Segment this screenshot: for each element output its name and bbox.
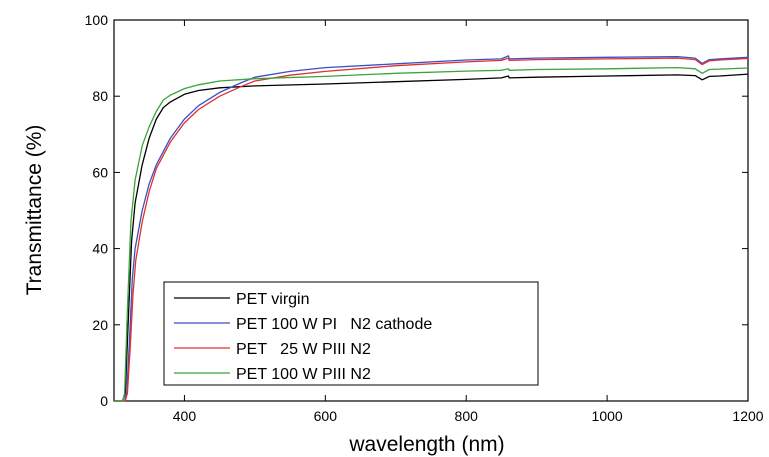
series-group [114,55,749,402]
legend-label-2: PET 100 W PI N2 cathode [236,316,432,333]
legend-box [163,281,539,386]
legend-label-4: PET 100 W PIII N2 [236,366,371,383]
legend-label-1: PET virgin [236,291,310,308]
legend-label-3: PET 25 W PIII N2 [236,341,371,358]
x-tick-label: 1000 [592,408,623,424]
y-axis-ticks: 0 20 40 60 80 100 [85,12,748,409]
y-tick-label: 0 [100,393,108,409]
y-axis-title: Transmittance (%) [23,125,46,296]
series-line-2 [114,55,749,402]
x-axis-ticks: 400 600 800 1000 1200 [173,20,764,424]
series-line-4 [114,66,749,402]
x-tick-label: 1200 [732,408,763,424]
x-axis-title: wavelength (nm) [348,433,504,456]
y-tick-label: 60 [92,164,108,180]
legend: PET virgin PET 100 W PI N2 cathode PET 25 … [163,281,539,386]
y-tick-label: 100 [85,12,109,28]
y-tick-label: 20 [92,317,108,333]
x-tick-label: 600 [314,408,338,424]
y-tick-label: 80 [92,88,108,104]
series-line-1 [114,73,749,402]
y-tick-label: 40 [92,241,108,257]
x-tick-label: 800 [455,408,479,424]
x-tick-label: 400 [173,408,197,424]
